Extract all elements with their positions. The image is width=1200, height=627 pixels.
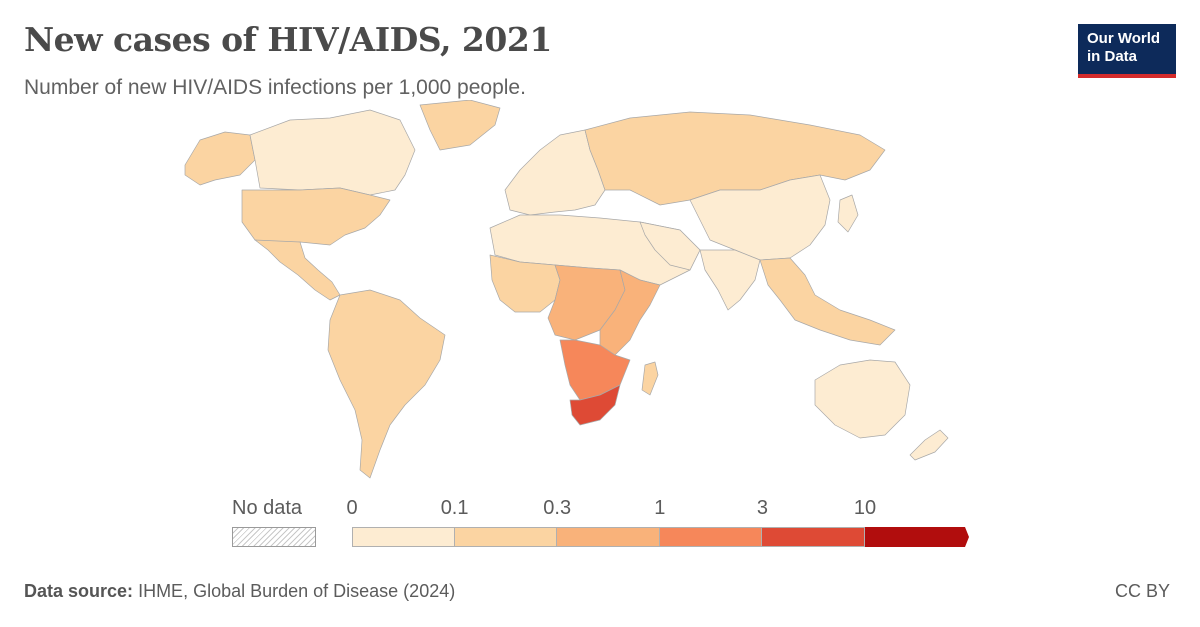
data-source-text[interactable]: IHME, Global Burden of Disease (2024) <box>138 581 456 601</box>
legend-tick-label: 3 <box>756 497 768 519</box>
legend-band-5[interactable] <box>865 527 964 547</box>
region-new-zealand[interactable] <box>909 429 949 461</box>
region-arabia[interactable] <box>639 221 701 271</box>
data-source: Data source: IHME, Global Burden of Dise… <box>24 581 455 602</box>
legend-band-3[interactable] <box>659 527 763 547</box>
region-west-africa[interactable] <box>489 254 561 313</box>
region-japan[interactable] <box>837 194 859 233</box>
region-east-africa[interactable] <box>599 269 661 356</box>
legend-open-ended-arrow <box>959 527 969 547</box>
legend-tick-label: 10 <box>853 497 877 519</box>
legend-no-data-swatch <box>232 527 316 547</box>
data-source-label: Data source: <box>24 581 134 601</box>
region-mexico-central-america[interactable] <box>254 239 341 301</box>
chart-subtitle: Number of new HIV/AIDS infections per 1,… <box>24 76 526 99</box>
legend-tick-label: 0 <box>346 497 358 519</box>
region-south-america[interactable] <box>327 289 446 479</box>
region-madagascar[interactable] <box>641 361 659 396</box>
region-southeast-asia[interactable] <box>759 257 896 346</box>
legend-band-2[interactable] <box>557 527 660 547</box>
chart-title: New cases of HIV/AIDS, 2021 <box>24 20 552 59</box>
region-canada[interactable] <box>249 109 416 196</box>
legend-band-4[interactable] <box>762 527 865 547</box>
license[interactable]: CC BY <box>1114 581 1170 601</box>
legend-tick-label: 0.3 <box>543 497 572 519</box>
owid-logo[interactable]: Our World in Data <box>1078 24 1176 78</box>
region-south-africa[interactable] <box>569 384 621 426</box>
region-greenland[interactable] <box>419 100 501 151</box>
legend-band-0[interactable] <box>352 527 455 547</box>
legend-band-1[interactable] <box>454 527 558 547</box>
logo-line-2: in Data <box>1087 48 1138 65</box>
legend-tick-label: 1 <box>654 497 666 519</box>
region-china-central-asia[interactable] <box>689 174 831 261</box>
region-australia[interactable] <box>814 359 911 439</box>
region-south-asia[interactable] <box>699 249 761 311</box>
logo-line-1: Our World <box>1087 30 1161 47</box>
legend-tick-label: 0.1 <box>440 497 469 519</box>
world-map[interactable] <box>170 100 970 500</box>
region-usa[interactable] <box>241 187 391 246</box>
region-central-africa[interactable] <box>547 264 626 341</box>
legend-no-data-label: No data <box>232 497 303 519</box>
region-alaska[interactable] <box>184 131 256 186</box>
